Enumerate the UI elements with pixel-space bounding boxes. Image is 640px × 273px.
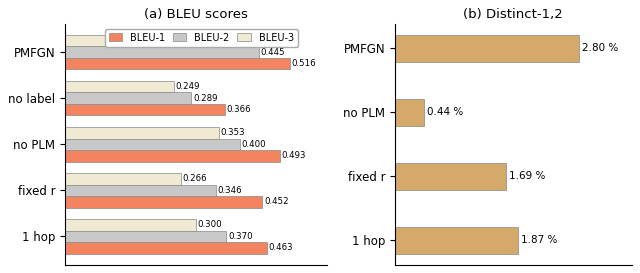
Bar: [65, 93, 191, 104]
Bar: [65, 138, 239, 150]
Bar: [65, 231, 227, 242]
Text: 0.44 %: 0.44 %: [428, 107, 463, 117]
Text: 0.346: 0.346: [218, 186, 243, 195]
Text: 0.406: 0.406: [244, 36, 269, 45]
Text: 2.80 %: 2.80 %: [582, 43, 619, 53]
Text: 0.266: 0.266: [183, 174, 207, 183]
Legend: BLEU-1, BLEU-2, BLEU-3: BLEU-1, BLEU-2, BLEU-3: [105, 29, 298, 46]
Bar: [65, 242, 267, 254]
Bar: [65, 150, 280, 162]
Text: 0.249: 0.249: [175, 82, 200, 91]
Bar: [395, 35, 579, 62]
Bar: [65, 58, 290, 69]
Text: 0.366: 0.366: [227, 105, 251, 114]
Bar: [395, 227, 518, 254]
Bar: [65, 46, 259, 58]
Text: 0.289: 0.289: [193, 94, 218, 103]
Bar: [65, 81, 173, 93]
Bar: [65, 196, 262, 208]
Bar: [65, 219, 196, 231]
Bar: [65, 127, 219, 138]
Text: 0.370: 0.370: [228, 232, 253, 241]
Bar: [395, 99, 424, 126]
Text: 0.463: 0.463: [269, 244, 293, 253]
Text: 0.400: 0.400: [241, 140, 266, 149]
Bar: [65, 185, 216, 196]
Text: 0.353: 0.353: [221, 128, 245, 137]
Title: (a) BLEU scores: (a) BLEU scores: [144, 8, 248, 21]
Bar: [65, 104, 225, 115]
Text: 0.516: 0.516: [292, 59, 316, 68]
Text: 1.87 %: 1.87 %: [521, 235, 557, 245]
Text: 0.493: 0.493: [282, 151, 307, 160]
Text: 0.445: 0.445: [261, 48, 285, 57]
Title: (b) Distinct-1,2: (b) Distinct-1,2: [463, 8, 563, 21]
Bar: [395, 163, 506, 190]
Bar: [65, 35, 242, 46]
Text: 1.69 %: 1.69 %: [509, 171, 546, 181]
Text: 0.300: 0.300: [198, 220, 222, 229]
Text: 0.452: 0.452: [264, 197, 289, 206]
Bar: [65, 173, 181, 185]
